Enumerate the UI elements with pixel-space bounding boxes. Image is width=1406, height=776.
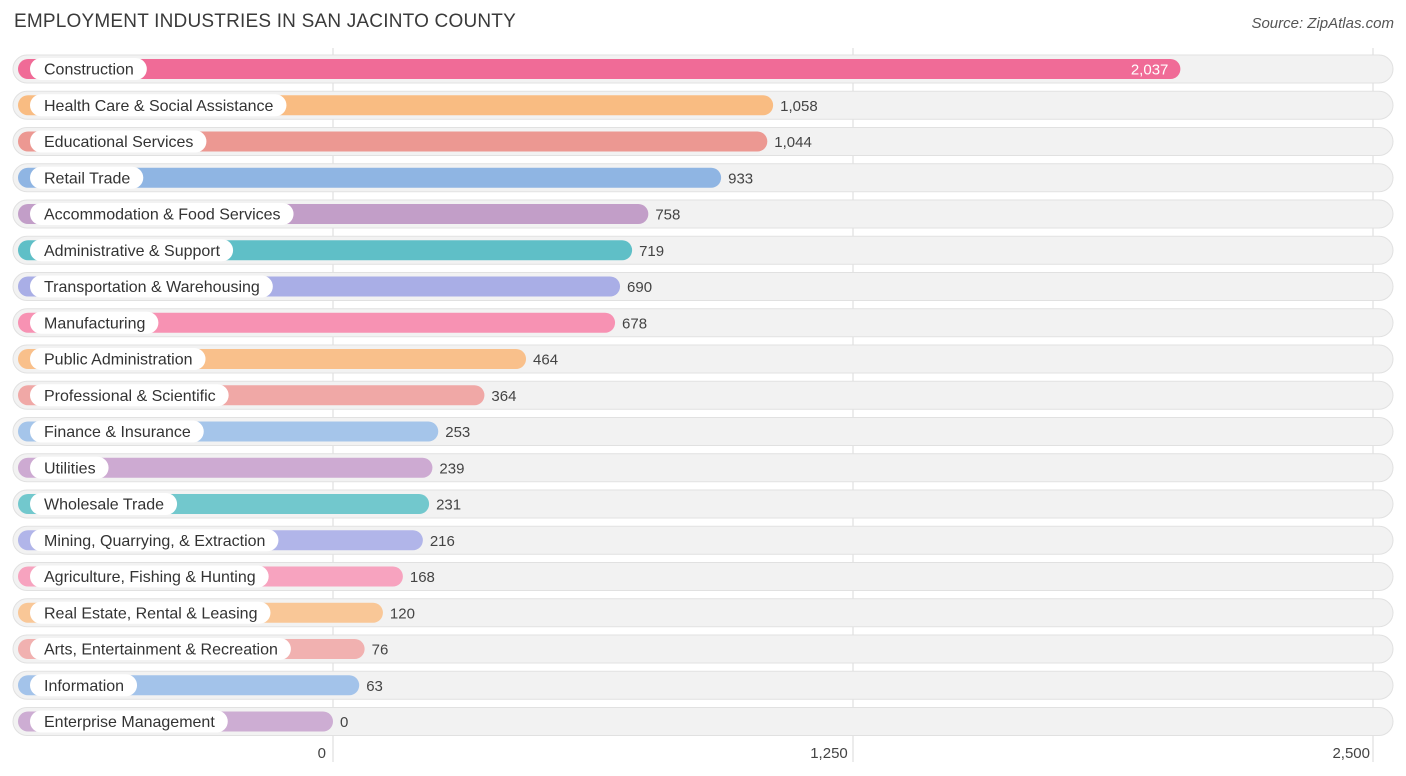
category-label-pill	[30, 239, 234, 262]
value-label: 690	[627, 279, 652, 296]
category-label: Accommodation & Food Services	[44, 207, 281, 224]
category-label: Finance & Insurance	[44, 424, 191, 441]
category-label-pill	[30, 384, 229, 407]
category-label-pill	[30, 130, 207, 153]
category-label: Educational Services	[44, 134, 193, 151]
value-label: 0	[340, 714, 348, 731]
category-label: Agriculture, Fishing & Hunting	[44, 569, 256, 586]
category-label-pill	[30, 710, 228, 733]
value-label: 364	[491, 388, 516, 405]
category-label-pill	[30, 311, 159, 334]
bar	[18, 167, 722, 188]
category-label: Utilities	[44, 460, 96, 477]
category-label: Transportation & Warehousing	[44, 279, 260, 296]
category-label-pill	[30, 638, 291, 660]
value-label: 76	[372, 642, 389, 659]
value-label: 2,037	[1131, 62, 1169, 79]
category-label-pill	[30, 601, 271, 624]
bar	[18, 312, 616, 333]
value-label: 719	[639, 243, 664, 260]
category-label-pill	[30, 166, 144, 189]
tick-label: 0	[318, 745, 326, 762]
value-label: 678	[622, 315, 647, 332]
category-label-pill	[30, 529, 279, 552]
category-label-pill	[30, 565, 269, 588]
category-label: Professional & Scientific	[44, 388, 216, 405]
value-label: 758	[655, 207, 680, 224]
value-label: 120	[390, 605, 415, 622]
category-label: Manufacturing	[44, 315, 145, 332]
source-label: Source: ZipAtlas.com	[1251, 15, 1394, 32]
chart-title: EMPLOYMENT INDUSTRIES IN SAN JACINTO COU…	[14, 11, 516, 32]
category-label: Wholesale Trade	[44, 497, 164, 514]
value-label: 464	[533, 352, 558, 369]
value-label: 1,058	[780, 98, 818, 115]
category-label: Public Administration	[44, 352, 193, 369]
row-background	[12, 707, 1394, 736]
category-label-pill	[30, 456, 109, 479]
value-label: 933	[728, 170, 753, 187]
category-label-pill	[30, 94, 287, 117]
category-label-pill	[30, 348, 206, 370]
category-label: Construction	[44, 62, 134, 79]
tick-label: 2,500	[1332, 745, 1370, 762]
value-label: 216	[430, 533, 455, 550]
category-label: Retail Trade	[44, 170, 130, 187]
value-label: 231	[436, 497, 461, 514]
category-label: Enterprise Management	[44, 714, 215, 731]
category-label: Information	[44, 678, 124, 695]
bar	[18, 131, 768, 152]
category-label-pill	[30, 275, 273, 298]
value-label: 168	[410, 569, 435, 586]
category-label: Mining, Quarrying, & Extraction	[44, 533, 265, 550]
category-label-pill	[30, 674, 138, 697]
category-label: Real Estate, Rental & Leasing	[44, 605, 257, 622]
value-label: 253	[445, 424, 470, 441]
tick-label: 1,250	[810, 745, 848, 762]
category-label: Health Care & Social Assistance	[44, 98, 274, 115]
row-background	[12, 670, 1394, 700]
value-label: 63	[366, 678, 383, 695]
category-label-pill	[30, 203, 294, 225]
value-label: 1,044	[774, 134, 812, 151]
bar	[18, 457, 433, 478]
category-label: Arts, Entertainment & Recreation	[44, 642, 278, 659]
category-label-pill	[30, 420, 204, 443]
category-label: Administrative & Support	[44, 243, 221, 260]
category-label-pill	[30, 493, 178, 515]
bar	[18, 59, 1181, 79]
category-label-pill	[30, 58, 147, 80]
value-label: 239	[439, 460, 464, 477]
